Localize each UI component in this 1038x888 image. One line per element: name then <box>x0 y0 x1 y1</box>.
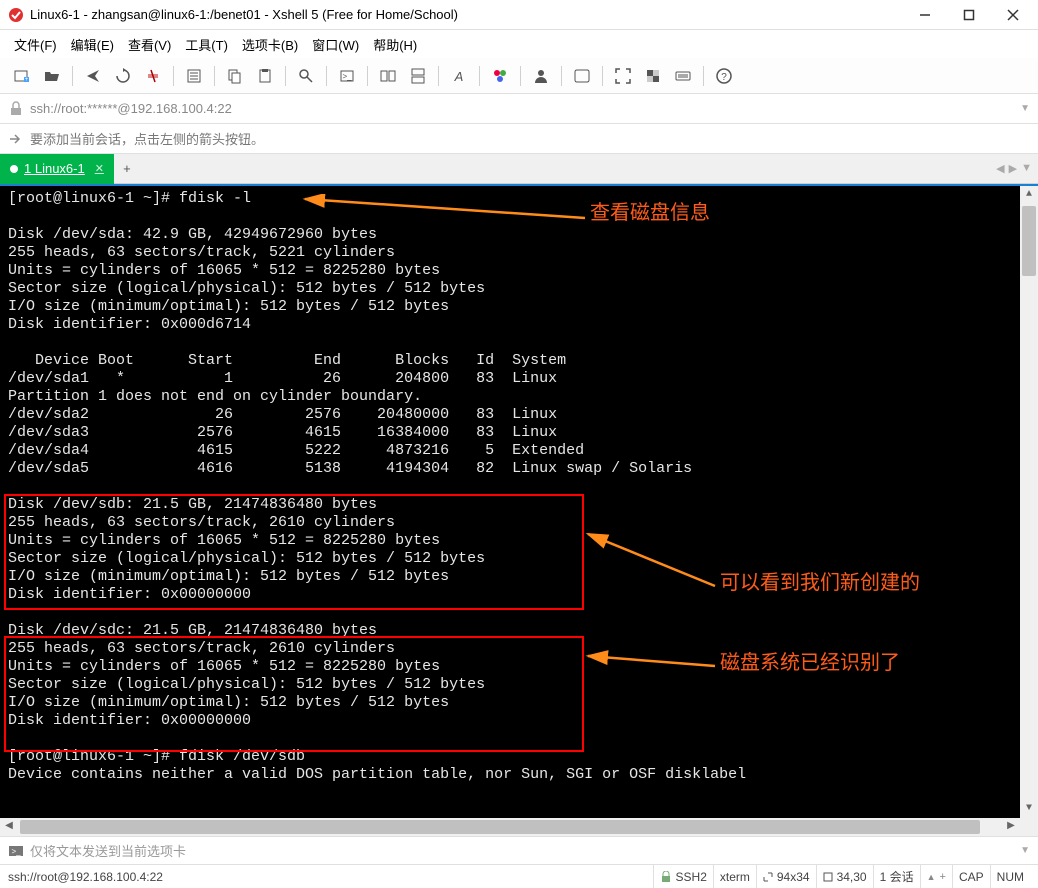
toolbar: + >_ A ? <box>0 58 1038 94</box>
address-bar: ssh://root:******@192.168.100.4:22 ▼ <box>0 94 1038 124</box>
keyboard-icon[interactable] <box>669 62 697 90</box>
paste-icon[interactable] <box>251 62 279 90</box>
status-size: 94x34 <box>756 865 816 888</box>
status-up-icon[interactable]: ▲ <box>927 872 936 882</box>
hint-text: 要添加当前会话，点击左侧的箭头按钮。 <box>30 129 264 148</box>
titlebar: Linux6-1 - zhangsan@linux6-1:/benet01 - … <box>0 0 1038 30</box>
hint-bar: 要添加当前会话，点击左侧的箭头按钮。 <box>0 124 1038 154</box>
tab-status-dot <box>10 165 18 173</box>
svg-text:>_: >_ <box>11 847 21 856</box>
tab-close-icon[interactable]: ✕ <box>95 162 104 175</box>
status-bar: ssh://root@192.168.100.4:22 SSH2 xterm 9… <box>0 864 1038 888</box>
maximize-button[interactable] <box>956 5 982 25</box>
add-tab-button[interactable]: + <box>114 154 140 184</box>
status-ssh: SSH2 <box>653 865 713 888</box>
script-icon[interactable] <box>568 62 596 90</box>
tab-label: 1 Linux6-1 <box>24 161 85 176</box>
svg-text:A: A <box>454 69 464 84</box>
hint-arrow-icon <box>8 131 24 147</box>
open-icon[interactable] <box>38 62 66 90</box>
menu-window[interactable]: 窗口(W) <box>308 33 363 56</box>
menu-tabs[interactable]: 选项卡(B) <box>238 33 302 56</box>
help-icon[interactable]: ? <box>710 62 738 90</box>
font-icon[interactable]: A <box>445 62 473 90</box>
status-num: NUM <box>990 865 1030 888</box>
status-pos: 34,30 <box>816 865 873 888</box>
layout-v-icon[interactable] <box>404 62 432 90</box>
transparency-icon[interactable] <box>639 62 667 90</box>
window-title: Linux6-1 - zhangsan@linux6-1:/benet01 - … <box>30 7 912 22</box>
reconnect-icon[interactable] <box>109 62 137 90</box>
menu-help[interactable]: 帮助(H) <box>369 33 421 56</box>
scroll-thumb-h[interactable] <box>20 820 980 834</box>
terminal-scrollbar-v[interactable]: ▲ ▼ <box>1020 186 1038 836</box>
address-dropdown-icon[interactable]: ▼ <box>1020 103 1030 114</box>
send-icon[interactable] <box>79 62 107 90</box>
input-dropdown-icon[interactable]: ▼ <box>1020 845 1030 856</box>
fullscreen-icon[interactable] <box>609 62 637 90</box>
scroll-left-icon[interactable]: ◀ <box>0 818 18 836</box>
disconnect-icon[interactable] <box>139 62 167 90</box>
status-plus-icon[interactable]: + <box>940 871 946 883</box>
address-url[interactable]: ssh://root:******@192.168.100.4:22 <box>30 101 1020 116</box>
tab-nav: ◀ ▶ ▼ <box>996 162 1032 175</box>
window-buttons <box>912 5 1030 25</box>
tab-prev-icon[interactable]: ◀ <box>996 162 1004 175</box>
cursor-pos-icon <box>823 872 833 882</box>
close-button[interactable] <box>1000 5 1026 25</box>
status-connection: ssh://root@192.168.100.4:22 <box>8 870 653 884</box>
scroll-down-icon[interactable]: ▼ <box>1020 800 1038 818</box>
tab-next-icon[interactable]: ▶ <box>1009 162 1017 175</box>
scroll-up-icon[interactable]: ▲ <box>1020 186 1038 204</box>
properties-icon[interactable] <box>180 62 208 90</box>
menu-tools[interactable]: 工具(T) <box>181 33 232 56</box>
app-icon <box>8 7 24 23</box>
scroll-thumb-v[interactable] <box>1022 206 1036 276</box>
status-cap: CAP <box>952 865 990 888</box>
status-term: xterm <box>713 865 756 888</box>
menu-view[interactable]: 查看(V) <box>124 33 175 56</box>
status-sessions: 1 会话 <box>873 865 920 888</box>
scroll-right-icon[interactable]: ▶ <box>1002 818 1020 836</box>
tab-list-icon[interactable]: ▼ <box>1021 162 1032 175</box>
find-icon[interactable] <box>292 62 320 90</box>
svg-text:>_: >_ <box>342 72 352 81</box>
user-icon[interactable] <box>527 62 555 90</box>
quickcmd-icon[interactable]: >_ <box>333 62 361 90</box>
layout-h-icon[interactable] <box>374 62 402 90</box>
status-sep: ▲ + <box>920 865 952 888</box>
tab-linux6-1[interactable]: 1 Linux6-1 ✕ <box>0 154 114 184</box>
menu-edit[interactable]: 编辑(E) <box>67 33 118 56</box>
copy-icon[interactable] <box>221 62 249 90</box>
menu-file[interactable]: 文件(F) <box>10 33 61 56</box>
color-icon[interactable] <box>486 62 514 90</box>
minimize-button[interactable] <box>912 5 938 25</box>
lock-mini-icon <box>660 871 672 883</box>
size-icon <box>763 872 773 882</box>
input-bar[interactable]: >_ 仅将文本发送到当前选项卡 ▼ <box>0 836 1038 864</box>
terminal[interactable]: [root@linux6-1 ~]# fdisk -l Disk /dev/sd… <box>0 184 1038 836</box>
menubar: 文件(F) 编辑(E) 查看(V) 工具(T) 选项卡(B) 窗口(W) 帮助(… <box>0 30 1038 58</box>
svg-text:+: + <box>25 77 29 83</box>
terminal-scrollbar-h[interactable]: ◀ ▶ <box>0 818 1020 836</box>
svg-text:?: ? <box>721 72 727 83</box>
input-placeholder: 仅将文本发送到当前选项卡 <box>30 841 186 860</box>
new-session-icon[interactable]: + <box>8 62 36 90</box>
input-mode-icon[interactable]: >_ <box>8 843 24 859</box>
lock-icon <box>8 101 24 117</box>
tab-bar: 1 Linux6-1 ✕ + ◀ ▶ ▼ <box>0 154 1038 184</box>
